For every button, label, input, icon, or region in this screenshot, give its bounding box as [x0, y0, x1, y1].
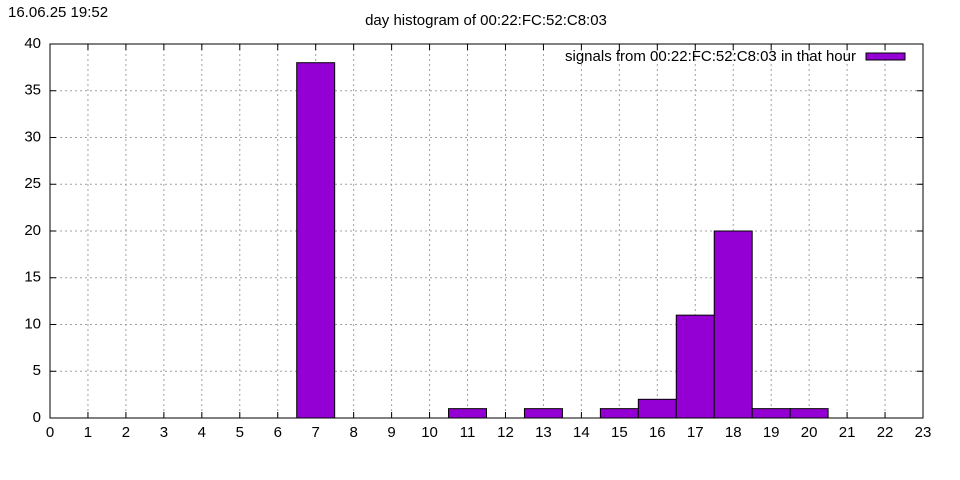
- plot-border: [49, 43, 924, 419]
- bar: [599, 408, 639, 419]
- y-tick-label: 35: [24, 82, 41, 99]
- legend-label: signals from 00:22:FC:52:C8:03 in that h…: [565, 48, 856, 65]
- x-tick-label: 11: [460, 424, 476, 441]
- bar: [296, 62, 336, 419]
- legend-swatch: [865, 52, 906, 61]
- x-tick-label: 12: [497, 424, 514, 441]
- x-tick-label: 18: [725, 424, 742, 441]
- x-tick-label: 20: [801, 424, 818, 441]
- x-tick-label: 5: [236, 424, 244, 441]
- x-tick-label: 8: [349, 424, 357, 441]
- y-tick-label: 5: [33, 362, 41, 379]
- x-tick-label: 10: [421, 424, 438, 441]
- bar: [637, 398, 677, 419]
- chart-title: day histogram of 00:22:FC:52:C8:03: [365, 12, 607, 29]
- bar: [713, 230, 753, 419]
- bar: [675, 314, 715, 419]
- y-tick-label: 25: [24, 175, 41, 192]
- x-tick-label: 17: [687, 424, 704, 441]
- x-tick-label: 16: [649, 424, 666, 441]
- x-tick-label: 9: [387, 424, 395, 441]
- x-tick-label: 7: [312, 424, 320, 441]
- x-tick-label: 4: [198, 424, 206, 441]
- x-tick-label: 21: [839, 424, 856, 441]
- y-tick-label: 15: [24, 269, 41, 286]
- y-tick-label: 30: [24, 128, 41, 145]
- x-tick-label: 15: [611, 424, 628, 441]
- bar: [448, 408, 488, 419]
- x-tick-label: 1: [84, 424, 92, 441]
- x-tick-label: 0: [46, 424, 54, 441]
- x-tick-label: 13: [535, 424, 552, 441]
- bar: [789, 408, 829, 419]
- x-tick-label: 3: [160, 424, 168, 441]
- x-tick-label: 23: [915, 424, 932, 441]
- bar: [523, 408, 563, 419]
- bar: [751, 408, 791, 419]
- x-tick-label: 22: [877, 424, 894, 441]
- timestamp: 16.06.25 19:52: [8, 4, 108, 21]
- y-tick-label: 0: [33, 409, 41, 426]
- x-tick-label: 6: [274, 424, 282, 441]
- y-tick-label: 40: [24, 35, 41, 52]
- x-tick-label: 2: [122, 424, 130, 441]
- y-tick-label: 20: [24, 222, 41, 239]
- y-tick-label: 10: [24, 315, 41, 332]
- x-tick-label: 14: [573, 424, 590, 441]
- x-tick-label: 19: [763, 424, 780, 441]
